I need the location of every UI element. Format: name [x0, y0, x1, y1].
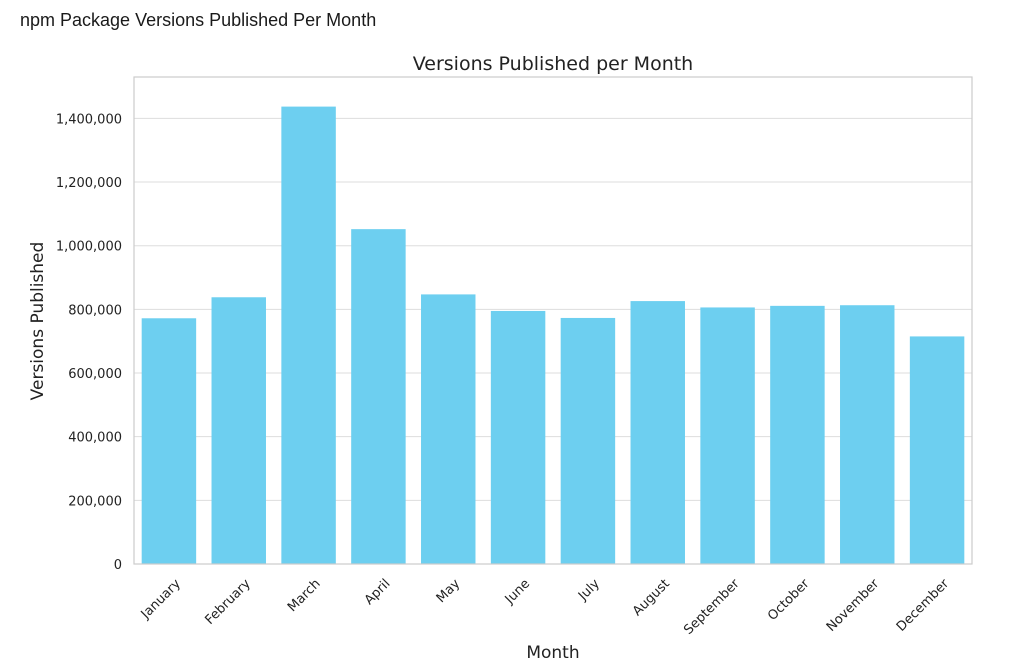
x-axis-label: Month: [526, 643, 579, 663]
chart-title: Versions Published per Month: [413, 53, 693, 75]
y-tick-label: 800,000: [68, 303, 122, 318]
x-tick-label: December: [894, 576, 953, 635]
bar-march: [281, 106, 336, 564]
x-tick-label: February: [202, 576, 254, 628]
y-tick-label: 600,000: [68, 367, 122, 382]
page-title: npm Package Versions Published Per Month: [20, 10, 377, 30]
bar-may: [421, 294, 476, 564]
x-tick-label: June: [502, 576, 533, 607]
x-tick-label: March: [285, 576, 324, 615]
x-tick-label: August: [630, 576, 673, 619]
x-tick-label: October: [765, 576, 813, 624]
y-tick-label: 0: [114, 558, 122, 573]
bar-december: [909, 336, 965, 564]
bar-july: [560, 317, 616, 564]
bar-february: [211, 297, 266, 564]
bar-january: [141, 318, 197, 564]
x-tick-label: May: [434, 576, 464, 606]
x-tick-label: November: [824, 576, 883, 635]
y-tick-label: 200,000: [68, 494, 122, 509]
bar-april: [351, 229, 406, 564]
bar-october: [770, 305, 825, 564]
x-tick-labels: January February March April May June July Augu…: [138, 576, 953, 638]
y-tick-label: 400,000: [68, 431, 122, 446]
bar-september: [700, 307, 755, 564]
bar-november: [840, 305, 895, 564]
y-tick-labels: 0 200,000 400,000 600,000 800,000 1,000,000 1,…: [56, 112, 122, 573]
x-tick-label: April: [362, 576, 394, 608]
y-axis-label: Versions Published: [28, 242, 48, 401]
bar-june: [490, 310, 546, 564]
y-tick-label: 1,400,000: [56, 112, 122, 127]
x-tick-label: July: [575, 576, 603, 604]
plot-frame: [133, 76, 973, 565]
y-tick-label: 1,200,000: [56, 176, 122, 191]
y-tick-label: 1,000,000: [56, 240, 122, 255]
bar-august: [630, 301, 685, 564]
x-tick-label: September: [681, 576, 743, 638]
bars: [141, 106, 965, 564]
x-tick-label: January: [138, 576, 184, 622]
